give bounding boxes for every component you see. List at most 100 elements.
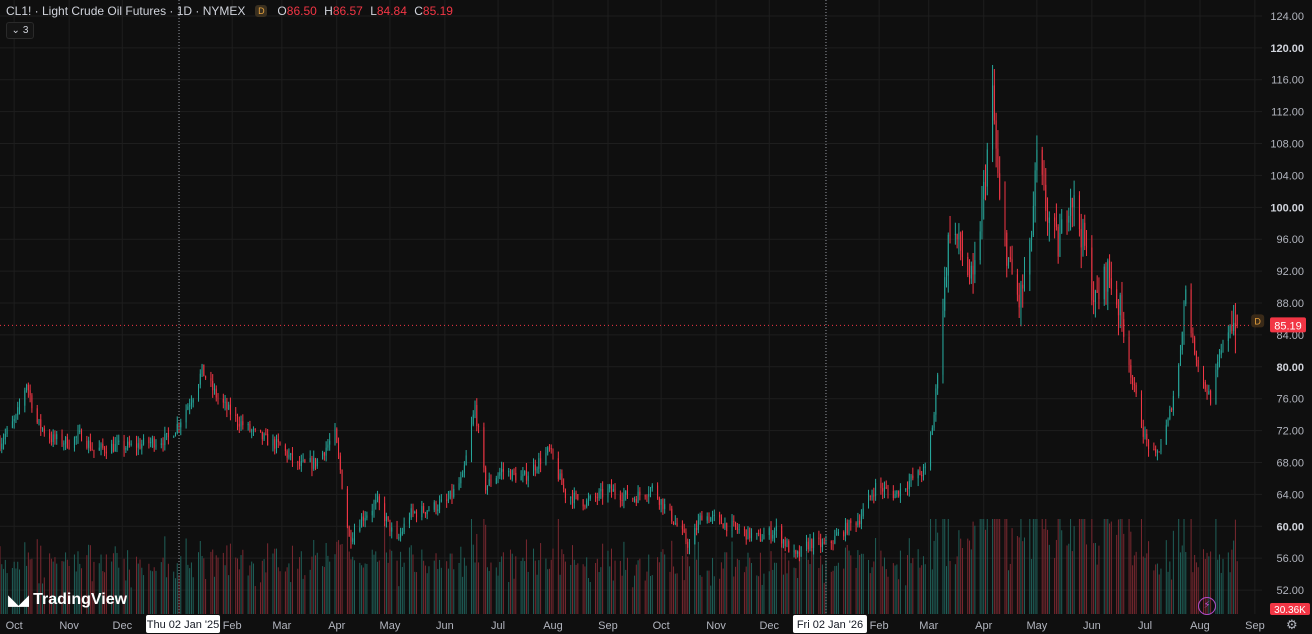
candle[interactable] <box>712 515 714 518</box>
candle[interactable] <box>1142 427 1144 437</box>
candle[interactable] <box>1158 451 1160 453</box>
candle[interactable] <box>116 441 118 445</box>
candle[interactable] <box>18 405 20 408</box>
candle[interactable] <box>979 231 981 261</box>
candle[interactable] <box>180 422 182 428</box>
candle[interactable] <box>706 516 708 521</box>
candle[interactable] <box>751 533 753 539</box>
candle[interactable] <box>572 497 574 504</box>
candle[interactable] <box>619 494 621 501</box>
candle[interactable] <box>100 443 102 448</box>
candle[interactable] <box>905 488 907 490</box>
candle[interactable] <box>724 522 726 529</box>
candle[interactable] <box>676 522 678 526</box>
candle[interactable] <box>899 488 901 497</box>
candle[interactable] <box>252 429 254 431</box>
candle[interactable] <box>1091 247 1093 301</box>
candle[interactable] <box>882 488 884 492</box>
candle[interactable] <box>416 511 418 518</box>
candle[interactable] <box>649 488 651 494</box>
candle[interactable] <box>850 520 852 524</box>
candle[interactable] <box>557 458 559 479</box>
candle[interactable] <box>671 508 673 522</box>
candle[interactable] <box>1181 331 1183 351</box>
candle[interactable] <box>522 474 524 477</box>
candle[interactable] <box>251 430 253 432</box>
candle[interactable] <box>490 479 492 484</box>
candle[interactable] <box>651 485 653 489</box>
candle[interactable] <box>1155 449 1157 453</box>
symbol-title[interactable]: CL1! · Light Crude Oil Futures · 1D · NY… <box>6 4 246 18</box>
candle[interactable] <box>426 510 428 515</box>
candle[interactable] <box>761 539 763 542</box>
candle[interactable] <box>513 470 515 473</box>
candle[interactable] <box>338 442 340 456</box>
candle[interactable] <box>685 531 687 542</box>
candle[interactable] <box>935 388 937 415</box>
candle[interactable] <box>143 438 145 445</box>
candle[interactable] <box>339 455 341 470</box>
series-badge-bg[interactable] <box>1251 314 1265 328</box>
candle[interactable] <box>589 495 591 499</box>
candle[interactable] <box>160 443 162 445</box>
candle[interactable] <box>322 452 324 460</box>
candle[interactable] <box>1128 336 1130 366</box>
candle[interactable] <box>1071 197 1073 208</box>
candle[interactable] <box>1048 217 1050 223</box>
candle[interactable] <box>809 539 811 550</box>
candle[interactable] <box>86 440 88 448</box>
candle[interactable] <box>389 519 391 532</box>
candle[interactable] <box>970 265 972 279</box>
candle[interactable] <box>696 528 698 530</box>
candle[interactable] <box>217 397 219 399</box>
candle[interactable] <box>176 423 178 433</box>
candle[interactable] <box>499 472 501 476</box>
candle[interactable] <box>398 537 400 539</box>
candle[interactable] <box>1203 366 1205 383</box>
candle[interactable] <box>637 491 639 503</box>
candle[interactable] <box>540 458 542 465</box>
candle[interactable] <box>614 489 616 495</box>
candle[interactable] <box>396 527 398 538</box>
candle[interactable] <box>875 482 877 497</box>
candle[interactable] <box>26 384 28 391</box>
candle[interactable] <box>4 434 6 440</box>
candle[interactable] <box>621 500 623 502</box>
candle[interactable] <box>1011 258 1013 275</box>
candle[interactable] <box>274 439 276 449</box>
candle[interactable] <box>226 401 228 410</box>
candle[interactable] <box>625 490 627 495</box>
candle[interactable] <box>373 503 375 511</box>
candle[interactable] <box>788 541 790 553</box>
candle[interactable] <box>1179 350 1181 366</box>
candle[interactable] <box>731 521 733 531</box>
candle[interactable] <box>772 534 774 539</box>
candle[interactable] <box>694 528 696 545</box>
candle[interactable] <box>1110 278 1112 290</box>
candle[interactable] <box>947 234 949 276</box>
candle[interactable] <box>408 517 410 524</box>
candle[interactable] <box>162 443 164 446</box>
candle[interactable] <box>460 477 462 484</box>
candle[interactable] <box>598 491 600 499</box>
candle[interactable] <box>141 444 143 449</box>
candle[interactable] <box>260 429 262 432</box>
candle[interactable] <box>299 462 301 467</box>
candle[interactable] <box>476 405 478 427</box>
candle[interactable] <box>1172 396 1174 411</box>
candle[interactable] <box>1059 232 1061 257</box>
candle[interactable] <box>1229 325 1231 333</box>
candle[interactable] <box>745 529 747 540</box>
candle[interactable] <box>735 522 737 528</box>
candle[interactable] <box>949 234 951 236</box>
candle[interactable] <box>784 539 786 547</box>
candle[interactable] <box>795 550 797 554</box>
candle[interactable] <box>166 433 168 435</box>
candle[interactable] <box>311 457 313 469</box>
candle[interactable] <box>1082 222 1084 248</box>
candle[interactable] <box>733 521 735 523</box>
candle[interactable] <box>1194 337 1196 354</box>
candle[interactable] <box>844 522 846 537</box>
candle[interactable] <box>1227 332 1229 342</box>
